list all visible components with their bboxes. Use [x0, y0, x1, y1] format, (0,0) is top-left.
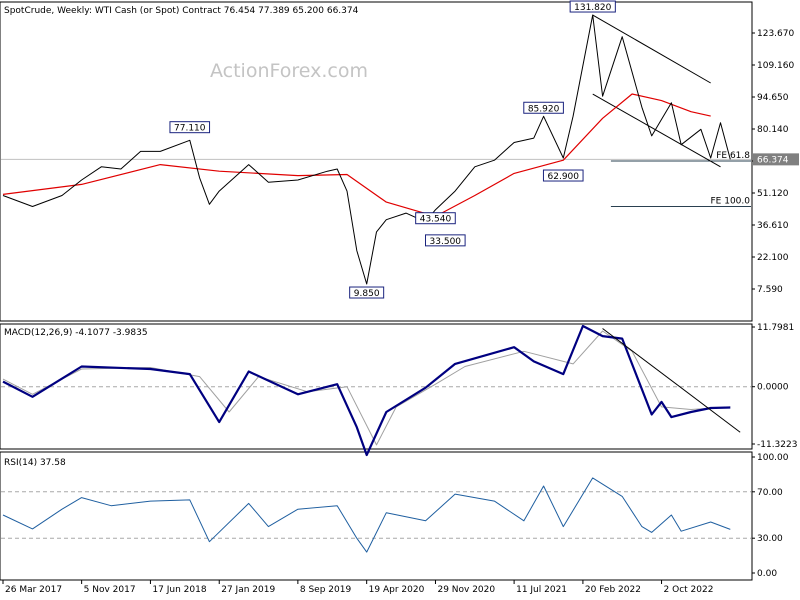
price-panel-title: SpotCrude, Weekly: WTI Cash (or Spot) Co… [4, 6, 359, 16]
current-price-box [753, 153, 799, 166]
price-line [2, 14, 731, 285]
annotation-box [542, 169, 584, 182]
price-annotation: 9.850 [349, 286, 385, 299]
rsi-axis-tick-label: 30.00 [757, 534, 783, 544]
annotation-box [349, 286, 385, 299]
price-series-layer [2, 14, 731, 285]
macd-axis-tick-label: 11.7981 [757, 323, 794, 333]
rsi-axis: 100.00 70.00 30.00 0.00 [752, 453, 789, 579]
macd-line [2, 324, 731, 457]
rsi-axis-tick-label: 100.00 [757, 453, 789, 463]
current-price-marker: 66.374 [753, 153, 799, 166]
price-axis-tick-label: 80.140 [757, 125, 789, 135]
price-annotation: 33.500 [425, 234, 466, 247]
annotation-label: 77.110 [174, 124, 206, 134]
price-annotation: 131.820 [569, 0, 616, 13]
time-axis-label: 5 Nov 2017 [84, 585, 136, 595]
price-axis-tick-label: 7.590 [757, 285, 783, 295]
fib-level-label: FE 100.0 [711, 196, 751, 206]
rsi-reference-lines [1, 491, 751, 539]
channel-upper-line [592, 14, 711, 84]
annotation-label: 43.540 [420, 215, 452, 225]
rsi-line [2, 477, 731, 553]
time-axis-label: 20 Feb 2022 [585, 585, 641, 595]
macd-axis-tick-label: 0.0000 [757, 383, 789, 393]
price-annotation: 77.110 [169, 121, 211, 134]
annotation-label: 62.900 [548, 172, 580, 182]
macd-panel-title: MACD(12,26,9) -4.1077 -3.9835 [4, 328, 148, 338]
annotation-box [425, 234, 466, 247]
price-annotation: 62.900 [542, 169, 584, 182]
time-axis: 26 Mar 2017 5 Nov 2017 17 Jun 2018 27 Jan 2… [2, 580, 714, 595]
time-axis-label: 8 Sep 2019 [300, 585, 352, 595]
current-price-label: 66.374 [757, 155, 789, 165]
annotation-label: 9.850 [354, 289, 380, 299]
rsi-panel[interactable] [0, 451, 753, 581]
time-axis-label: 17 Jun 2018 [152, 585, 206, 595]
macd-trendline [602, 328, 741, 433]
annotation-box [415, 212, 456, 225]
rsi-panel-title: RSI(14) 37.58 [4, 458, 66, 468]
annotation-label: 85.920 [528, 104, 560, 114]
price-axis-tick-label: 94.650 [757, 93, 789, 103]
annotation-label: 33.500 [430, 237, 462, 247]
time-axis-label: 19 Apr 2020 [369, 585, 425, 595]
fib-level-label: FE 61.8 [716, 151, 750, 161]
time-axis-label: 26 Mar 2017 [5, 585, 62, 595]
price-axis-tick-label: 109.160 [757, 61, 794, 71]
watermark: ActionForex.com [210, 60, 368, 82]
price-annotation: 43.540 [415, 212, 456, 225]
price-axis-tick-label: 123.670 [757, 29, 794, 39]
fibonacci-levels: FE 61.8 FE 100.0 [610, 151, 751, 207]
annotation-box [523, 101, 564, 114]
price-annotation: 85.920 [523, 101, 564, 114]
sma-line [2, 93, 711, 217]
price-annotations: 77.110 9.850 43.540 33.500 85.920 62.900 131.8… [169, 0, 616, 299]
price-axis-tick-label: 22.100 [757, 253, 789, 263]
macd-axis-tick-label: -11.3223 [757, 440, 797, 450]
annotation-box [169, 121, 211, 134]
time-axis-label: 11 Jul 2021 [516, 585, 567, 595]
annotation-label: 131.820 [574, 3, 611, 13]
rsi-series-layer [2, 477, 731, 553]
descending-channel [592, 14, 721, 168]
price-axis-tick-label: 36.610 [757, 221, 789, 231]
time-axis-label: 2 Oct 2022 [664, 585, 714, 595]
macd-series-layer [2, 324, 731, 457]
rsi-axis-tick-label: 0.00 [757, 569, 777, 579]
macd-trendline [602, 328, 741, 433]
rsi-axis-tick-label: 70.00 [757, 488, 783, 498]
macd-axis: 11.7981 0.0000 -11.3223 [752, 323, 797, 450]
price-axis-tick-label: 51.120 [757, 189, 789, 199]
time-axis-label: 27 Jan 2019 [221, 585, 275, 595]
channel-lower-line [592, 93, 721, 168]
annotation-box [569, 0, 616, 13]
time-axis-label: 29 Nov 2020 [437, 585, 495, 595]
